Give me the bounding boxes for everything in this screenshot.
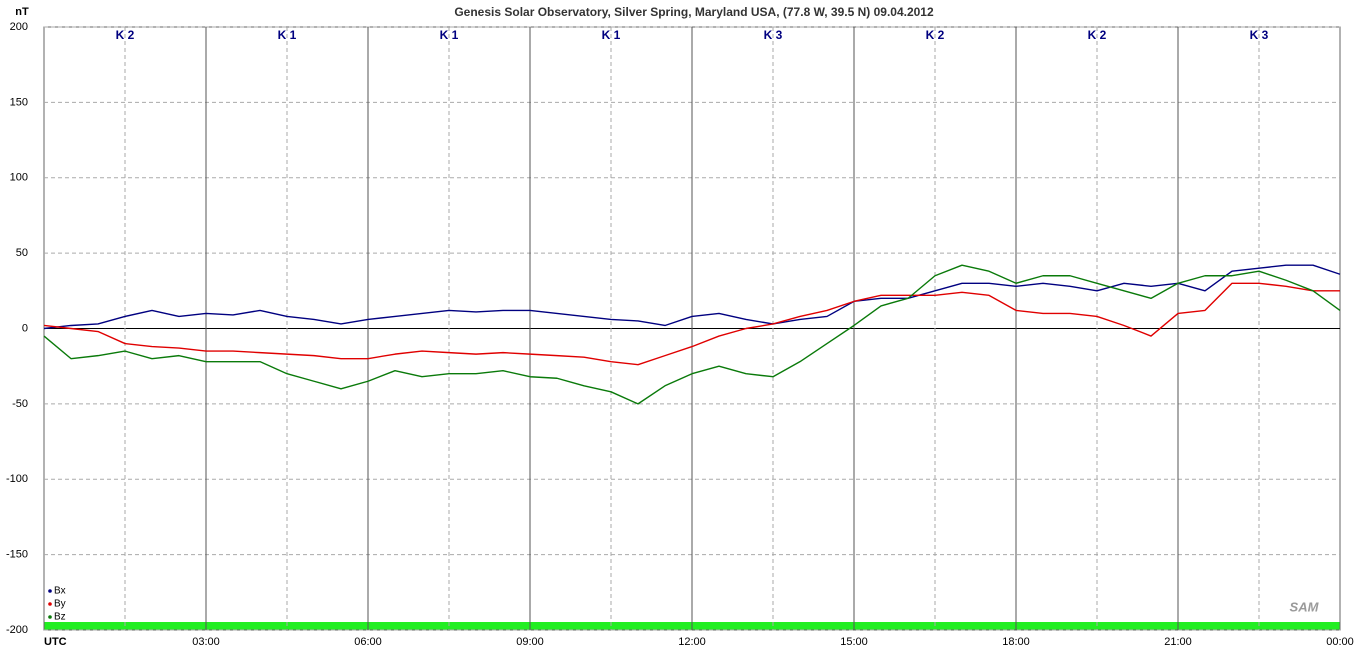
legend-swatch bbox=[48, 589, 52, 593]
k-index-label: K 2 bbox=[116, 28, 135, 42]
series-line bbox=[43, 264, 1341, 405]
chart-title: Genesis Solar Observatory, Silver Spring… bbox=[454, 5, 934, 19]
legend-label: By bbox=[54, 599, 66, 610]
k-index-label: K 1 bbox=[602, 28, 621, 42]
k-index-label: K 2 bbox=[1088, 28, 1107, 42]
y-tick-label: -150 bbox=[6, 549, 28, 561]
x-tick-label: UTC bbox=[44, 636, 67, 648]
y-tick-label: 0 bbox=[22, 322, 28, 334]
series-line bbox=[43, 264, 1341, 330]
y-tick-label: -50 bbox=[12, 398, 28, 410]
x-tick-label: 18:00 bbox=[1002, 636, 1030, 648]
legend-swatch bbox=[48, 602, 52, 606]
y-tick-label: 150 bbox=[10, 96, 28, 108]
y-tick-label: 50 bbox=[16, 247, 28, 259]
y-tick-label: 200 bbox=[10, 21, 28, 33]
series-line bbox=[43, 282, 1340, 366]
y-tick-label: -200 bbox=[6, 624, 28, 636]
y-tick-label: 100 bbox=[10, 172, 28, 184]
x-tick-label: 15:00 bbox=[840, 636, 868, 648]
k-index-label: K 2 bbox=[926, 28, 945, 42]
x-tick-label: 09:00 bbox=[516, 636, 544, 648]
legend-label: Bx bbox=[54, 586, 66, 597]
y-axis-label: nT bbox=[15, 6, 29, 18]
k-index-label: K 3 bbox=[764, 28, 783, 42]
legend-swatch bbox=[48, 615, 52, 619]
logo: SAM bbox=[1290, 599, 1320, 614]
k-index-label: K 1 bbox=[278, 28, 297, 42]
x-tick-label: 12:00 bbox=[678, 636, 706, 648]
x-tick-label: 06:00 bbox=[354, 636, 382, 648]
k-index-label: K 1 bbox=[440, 28, 459, 42]
x-tick-label: 03:00 bbox=[192, 636, 220, 648]
x-tick-label: 00:00 bbox=[1326, 636, 1354, 648]
x-tick-label: 21:00 bbox=[1164, 636, 1192, 648]
y-tick-label: -100 bbox=[6, 473, 28, 485]
legend-label: Bz bbox=[54, 612, 66, 623]
k-index-label: K 3 bbox=[1250, 28, 1269, 42]
